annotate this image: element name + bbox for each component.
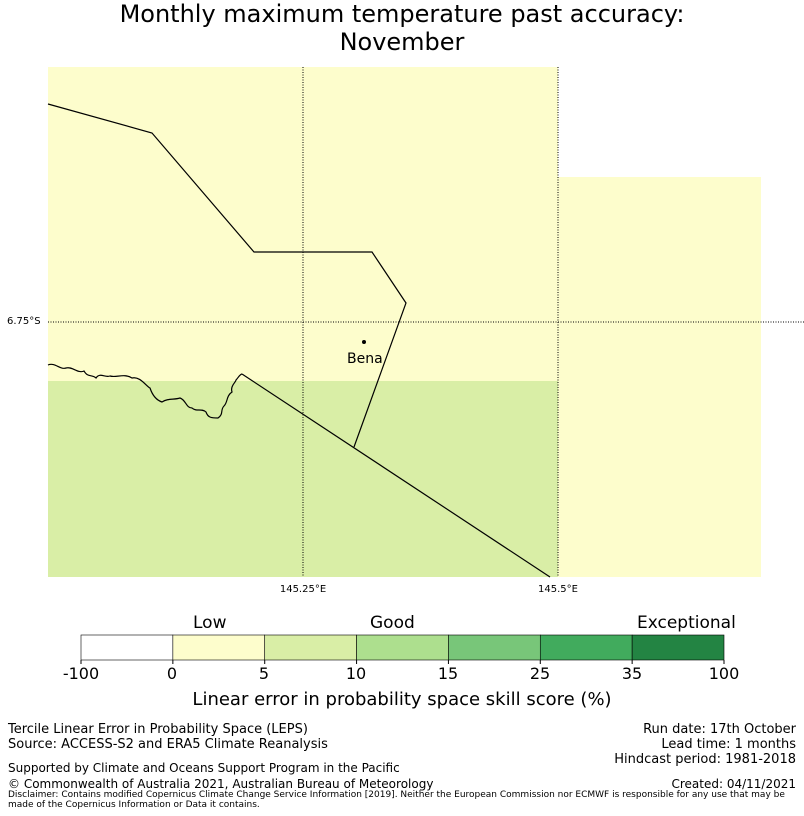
category-label-exceptional: Exceptional	[637, 613, 736, 633]
colorbar-segment	[172, 634, 266, 661]
province-boundary-south	[241, 373, 551, 578]
colorbar-segment	[356, 634, 449, 661]
footer-run-date: Run date: 17th October	[643, 722, 796, 737]
map-canvas	[47, 67, 804, 664]
colorbar-segment	[80, 634, 174, 661]
colorbar-segment	[448, 634, 541, 661]
footer-copyright: © Commonwealth of Australia 2021, Austra…	[8, 777, 434, 791]
footer-lead-time: Lead time: 1 months	[661, 737, 796, 752]
footer-method: Tercile Linear Error in Probability Spac…	[8, 722, 308, 737]
colorbar-tick-label: 0	[166, 664, 178, 683]
colorbar-tick-label: 25	[529, 664, 551, 683]
latitude-label: 6.75°S	[7, 316, 41, 327]
town-marker	[362, 340, 366, 344]
colorbar	[80, 634, 725, 664]
category-label-low: Low	[193, 613, 227, 633]
footer-support: Supported by Climate and Oceans Support …	[8, 761, 400, 775]
title-line-1: Monthly maximum temperature past accurac…	[119, 0, 685, 28]
longitude-label-145-5: 145.5°E	[538, 584, 578, 595]
place-label-bena: Bena	[347, 351, 383, 367]
colorbar-tick-label: 100	[708, 664, 740, 683]
colorbar-tick-label: 10	[345, 664, 367, 683]
colorbar-segment	[539, 634, 633, 661]
province-boundary-west	[47, 363, 243, 419]
footer-source: Source: ACCESS-S2 and ERA5 Climate Reana…	[8, 737, 328, 752]
region-low-east	[558, 177, 761, 577]
longitude-label-145-25: 145.25°E	[279, 584, 327, 595]
title-line-2: November	[339, 28, 465, 56]
footer-created: Created: 04/11/2021	[671, 777, 796, 791]
region-low-upper	[48, 67, 558, 381]
colorbar-tick-label: 15	[437, 664, 459, 683]
category-label-good: Good	[370, 613, 415, 633]
footer-hindcast: Hindcast period: 1981-2018	[614, 752, 796, 767]
colorbar-tick-label: 5	[258, 664, 270, 683]
colorbar-segment	[631, 634, 725, 661]
colorbar-tick-label: 35	[621, 664, 643, 683]
province-boundary-north	[47, 103, 407, 448]
colorbar-segment	[264, 634, 357, 661]
footer-disclaimer: Disclaimer: Contains modified Copernicus…	[8, 790, 785, 810]
colorbar-label: Linear error in probability space skill …	[192, 689, 612, 710]
chart-title: Monthly maximum temperature past accurac…	[0, 0, 804, 56]
colorbar-tick-label: -100	[62, 664, 100, 683]
